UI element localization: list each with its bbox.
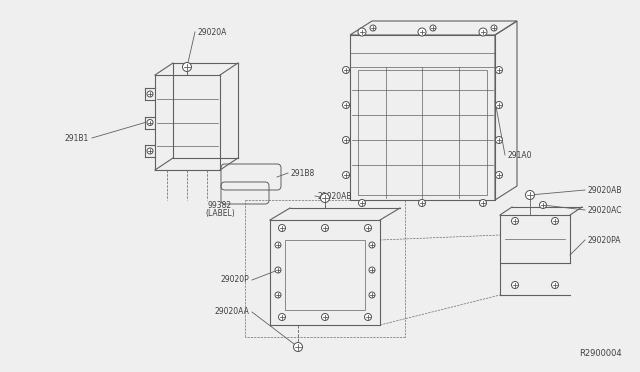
Circle shape	[147, 119, 153, 125]
Circle shape	[495, 67, 502, 74]
Circle shape	[358, 199, 365, 206]
Circle shape	[147, 91, 153, 97]
Circle shape	[182, 62, 191, 71]
Text: (LABEL): (LABEL)	[205, 208, 235, 218]
Circle shape	[275, 292, 281, 298]
Circle shape	[540, 202, 547, 208]
Circle shape	[495, 171, 502, 179]
Circle shape	[479, 199, 486, 206]
Circle shape	[275, 267, 281, 273]
Text: 99382: 99382	[208, 201, 232, 209]
Circle shape	[479, 28, 487, 36]
Text: 29020A: 29020A	[198, 28, 227, 36]
Circle shape	[418, 28, 426, 36]
Bar	[350, 35, 495, 200]
Text: 291B1: 291B1	[65, 134, 89, 142]
Circle shape	[365, 314, 371, 321]
Text: 291B8: 291B8	[291, 169, 316, 177]
Circle shape	[491, 25, 497, 31]
Text: 29020PA: 29020PA	[588, 235, 621, 244]
Text: 29020P: 29020P	[220, 276, 249, 285]
Text: R2900004: R2900004	[579, 349, 622, 358]
Circle shape	[525, 190, 534, 199]
Circle shape	[370, 25, 376, 31]
Circle shape	[275, 242, 281, 248]
Circle shape	[147, 148, 153, 154]
Circle shape	[495, 137, 502, 144]
Circle shape	[358, 28, 366, 36]
Circle shape	[552, 218, 559, 224]
Circle shape	[342, 67, 349, 74]
Circle shape	[365, 224, 371, 231]
Circle shape	[342, 171, 349, 179]
Circle shape	[321, 193, 330, 202]
Text: 29020AC: 29020AC	[588, 205, 623, 215]
Bar	[358, 70, 487, 195]
Circle shape	[419, 199, 426, 206]
Circle shape	[430, 25, 436, 31]
Circle shape	[369, 242, 375, 248]
Circle shape	[342, 102, 349, 109]
Circle shape	[321, 224, 328, 231]
Text: 29020AB: 29020AB	[318, 192, 353, 201]
Bar	[285, 240, 365, 310]
Circle shape	[495, 102, 502, 109]
Circle shape	[278, 224, 285, 231]
Text: 291A0: 291A0	[508, 151, 532, 160]
Circle shape	[321, 314, 328, 321]
Text: 29020AB: 29020AB	[588, 186, 623, 195]
Circle shape	[552, 282, 559, 289]
Circle shape	[511, 218, 518, 224]
Circle shape	[511, 282, 518, 289]
Circle shape	[278, 314, 285, 321]
Circle shape	[294, 343, 303, 352]
Circle shape	[342, 137, 349, 144]
Text: 29020AA: 29020AA	[214, 308, 249, 317]
Circle shape	[369, 267, 375, 273]
Circle shape	[369, 292, 375, 298]
